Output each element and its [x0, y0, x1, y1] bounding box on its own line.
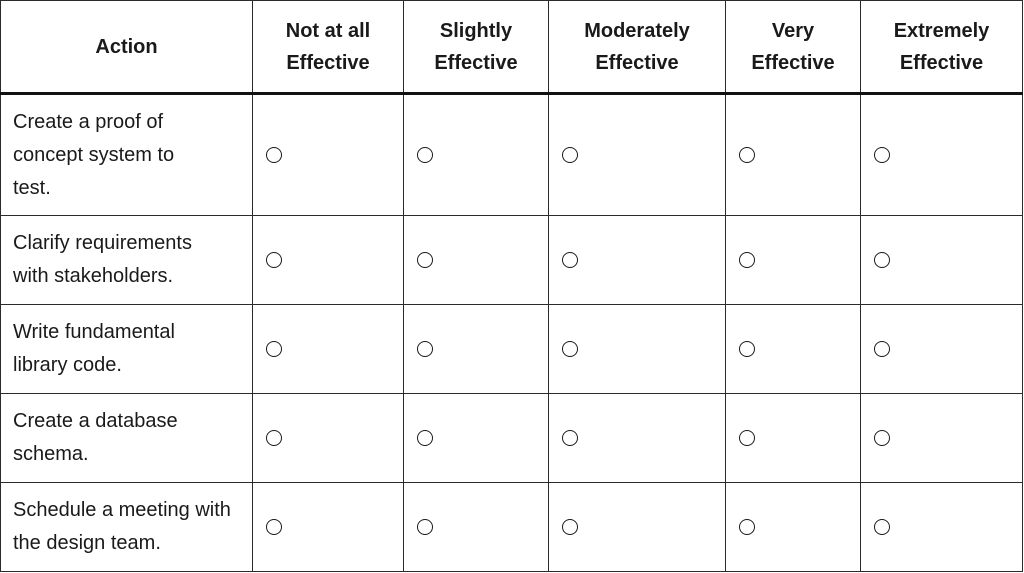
radio-extremely-effective[interactable]: [874, 518, 890, 535]
radio-moderately-effective[interactable]: [562, 518, 578, 535]
column-header-action: Action: [0, 0, 253, 95]
rating-cell: [403, 393, 549, 483]
table-body: Create a proof of concept system to test…: [0, 93, 1023, 572]
table-row: Schedule a meeting with the design team.: [0, 482, 1023, 572]
column-header-very-effective: Very Effective: [725, 0, 861, 95]
table-row: Create a proof of concept system to test…: [0, 93, 1023, 216]
radio-not-at-all-effective[interactable]: [266, 251, 282, 268]
radio-slightly-effective[interactable]: [417, 340, 433, 357]
rating-cell: [403, 304, 549, 394]
rating-cell: [403, 482, 549, 572]
action-text: Schedule a meeting with the design team.: [13, 499, 231, 554]
rating-cell: [860, 93, 1023, 216]
table-header: Action Not at all Effective Slightly Eff…: [0, 0, 1023, 95]
rating-cell: [403, 215, 549, 305]
action-text: Create a proof of concept system to test…: [13, 110, 175, 199]
table-row: Write fundamental library code.: [0, 304, 1023, 394]
column-header-extremely-effective: Extremely Effective: [860, 0, 1023, 95]
radio-not-at-all-effective[interactable]: [266, 429, 282, 446]
radio-moderately-effective[interactable]: [562, 340, 578, 357]
rating-cell: [725, 393, 861, 483]
rating-cell: [860, 215, 1023, 305]
rating-cell: [548, 393, 726, 483]
radio-moderately-effective[interactable]: [562, 429, 578, 446]
radio-slightly-effective[interactable]: [417, 251, 433, 268]
column-header-moderately-effective: Moderately Effective: [548, 0, 726, 95]
radio-slightly-effective[interactable]: [417, 518, 433, 535]
radio-slightly-effective[interactable]: [417, 146, 433, 163]
rating-cell: [252, 304, 404, 394]
radio-very-effective[interactable]: [739, 251, 755, 268]
radio-not-at-all-effective[interactable]: [266, 518, 282, 535]
action-label: Schedule a meeting with the design team.: [0, 482, 253, 572]
table-row: Create a database schema.: [0, 393, 1023, 483]
rating-cell: [860, 482, 1023, 572]
radio-slightly-effective[interactable]: [417, 429, 433, 446]
rating-cell: [860, 393, 1023, 483]
rating-cell: [548, 304, 726, 394]
radio-extremely-effective[interactable]: [874, 251, 890, 268]
radio-not-at-all-effective[interactable]: [266, 340, 282, 357]
radio-extremely-effective[interactable]: [874, 146, 890, 163]
rating-cell: [860, 304, 1023, 394]
table-row: Clarify requirements with stakeholders.: [0, 215, 1023, 305]
header-row: Action Not at all Effective Slightly Eff…: [0, 0, 1023, 95]
rating-cell: [725, 482, 861, 572]
rating-cell: [252, 93, 404, 216]
radio-very-effective[interactable]: [739, 518, 755, 535]
action-text: Clarify requirements with stakeholders.: [13, 232, 192, 287]
radio-very-effective[interactable]: [739, 146, 755, 163]
rating-cell: [725, 93, 861, 216]
action-text: Write fundamental library code.: [13, 321, 175, 376]
rating-cell: [252, 482, 404, 572]
radio-very-effective[interactable]: [739, 429, 755, 446]
action-label: Write fundamental library code.: [0, 304, 253, 394]
radio-very-effective[interactable]: [739, 340, 755, 357]
radio-extremely-effective[interactable]: [874, 429, 890, 446]
rating-cell: [548, 93, 726, 216]
column-header-slightly-effective: Slightly Effective: [403, 0, 549, 95]
rating-cell: [725, 304, 861, 394]
rating-cell: [403, 93, 549, 216]
rating-cell: [252, 215, 404, 305]
rating-cell: [548, 482, 726, 572]
rating-cell: [548, 215, 726, 305]
action-text: Create a database schema.: [13, 410, 178, 465]
radio-extremely-effective[interactable]: [874, 340, 890, 357]
rating-cell: [725, 215, 861, 305]
radio-moderately-effective[interactable]: [562, 251, 578, 268]
rating-cell: [252, 393, 404, 483]
action-label: Create a proof of concept system to test…: [0, 93, 253, 216]
action-label: Clarify requirements with stakeholders.: [0, 215, 253, 305]
action-label: Create a database schema.: [0, 393, 253, 483]
column-header-not-at-all-effective: Not at all Effective: [252, 0, 404, 95]
radio-not-at-all-effective[interactable]: [266, 146, 282, 163]
radio-moderately-effective[interactable]: [562, 146, 578, 163]
